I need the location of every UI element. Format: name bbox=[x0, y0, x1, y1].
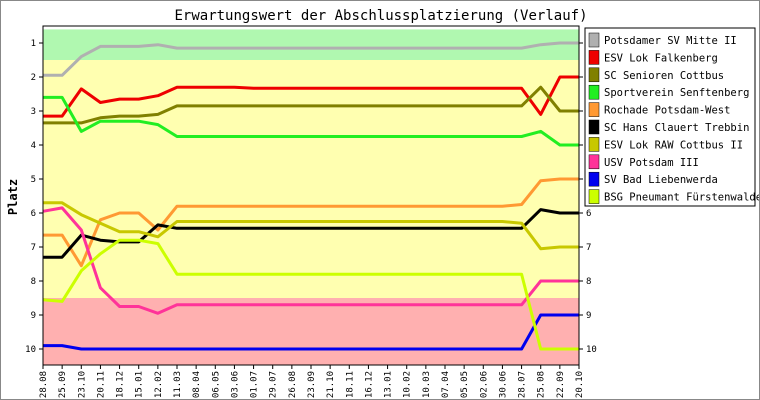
y-tick-label: 1 bbox=[31, 39, 36, 49]
zone-band bbox=[43, 29, 579, 60]
x-tick-label: 06.05 bbox=[211, 371, 221, 398]
legend-entry-label: Sportverein Senftenberg bbox=[604, 87, 749, 99]
legend-entry-label: Rochade Potsdam-West bbox=[604, 105, 730, 117]
legend-swatch bbox=[588, 171, 600, 187]
y-tick-label: 9 bbox=[31, 311, 36, 321]
background-zones bbox=[43, 29, 579, 365]
y-tick-label: 4 bbox=[31, 141, 36, 151]
legend-entry-label: SC Senioren Cottbus bbox=[604, 70, 724, 82]
series-line bbox=[43, 75, 579, 118]
x-tick-label: 18.11 bbox=[345, 371, 355, 398]
y-ticks-left: 1 2 3 4 5 6 7 8 9 10 bbox=[25, 39, 43, 355]
series-line bbox=[43, 201, 579, 251]
x-tick-label: 21.10 bbox=[326, 371, 336, 398]
x-tick-label: 28.07 bbox=[518, 371, 528, 398]
legend-swatch bbox=[588, 32, 600, 48]
x-tick-label: 29.07 bbox=[269, 371, 279, 398]
y-tick-label: 8 bbox=[31, 277, 36, 287]
x-tick-label: 23.09 bbox=[307, 371, 317, 398]
legend-entry-label: USV Potsdam III bbox=[604, 157, 699, 169]
y-tick-label: 3 bbox=[31, 107, 36, 117]
x-tick-label: 10.02 bbox=[403, 371, 413, 398]
x-tick-label: 25.08 bbox=[537, 371, 547, 398]
legend-swatch bbox=[588, 189, 600, 204]
x-tick-label: 20.10 bbox=[575, 371, 585, 398]
x-tick-label: 05.05 bbox=[460, 371, 470, 398]
legend-swatch bbox=[588, 67, 600, 83]
y-tick-label: 5 bbox=[31, 175, 36, 185]
x-tick-label: 10.03 bbox=[422, 371, 432, 398]
y-tick-label: 7 bbox=[586, 243, 591, 253]
x-tick-label: 25.09 bbox=[58, 371, 68, 398]
plot-border bbox=[42, 25, 580, 366]
y-tick-label: 8 bbox=[586, 277, 591, 287]
legend: Potsdamer SV Mitte II ESV Lok Falkenberg S… bbox=[584, 27, 759, 207]
series-line bbox=[43, 41, 579, 77]
y-tick-label: 9 bbox=[586, 311, 591, 321]
x-tick-label: 12.02 bbox=[154, 371, 164, 398]
legend-swatch bbox=[588, 84, 600, 100]
legend-swatch bbox=[588, 119, 600, 135]
x-tick-label: 30.06 bbox=[498, 371, 508, 398]
x-tick-label: 03.06 bbox=[230, 371, 240, 398]
x-tick-label: 08.04 bbox=[192, 371, 202, 398]
series-line bbox=[42, 238, 579, 351]
y-axis-label: Platz bbox=[6, 179, 20, 215]
series-line bbox=[43, 208, 579, 259]
series-line bbox=[42, 206, 579, 315]
zone-band bbox=[43, 298, 579, 365]
legend-swatch bbox=[588, 137, 600, 152]
y-tick-label: 2 bbox=[31, 73, 36, 83]
legend-swatch bbox=[588, 102, 600, 117]
y-tick-label: 7 bbox=[31, 243, 36, 253]
series-line bbox=[43, 177, 579, 268]
y-tick-label: 10 bbox=[586, 345, 597, 355]
x-ticks: 28.08 25.09 23.10 20.11 18.12 15.01 12.02 11.03… bbox=[39, 365, 585, 398]
legend-entry-label: BSG Pneumant Fürstenwalde bbox=[604, 192, 759, 204]
x-tick-label: 11.03 bbox=[173, 371, 183, 398]
legend-swatch bbox=[588, 50, 600, 65]
legend-entry-label: Potsdamer SV Mitte II bbox=[604, 35, 737, 47]
legend-entry-label: SV Bad Liebenwerda bbox=[604, 174, 718, 186]
chart-title: Erwartungswert der Abschlussplatzierung … bbox=[174, 8, 587, 24]
x-tick-label: 01.07 bbox=[250, 371, 260, 398]
x-tick-label: 13.01 bbox=[384, 371, 394, 398]
x-tick-label: 28.08 bbox=[39, 371, 49, 398]
y-tick-label: 6 bbox=[31, 209, 36, 219]
legend-entry-label: ESV Lok RAW Cottbus II bbox=[604, 139, 743, 151]
series-lines bbox=[42, 41, 579, 351]
x-tick-label: 26.08 bbox=[288, 371, 298, 398]
series-line bbox=[43, 313, 579, 351]
x-tick-label: 22.09 bbox=[556, 371, 566, 398]
x-tick-label: 16.12 bbox=[364, 371, 374, 398]
zone-band bbox=[43, 60, 579, 298]
x-tick-label: 20.11 bbox=[96, 371, 106, 398]
legend-swatch bbox=[588, 154, 600, 170]
legend-entry-label: SC Hans Clauert Trebbin bbox=[604, 122, 749, 134]
y-tick-label: 10 bbox=[25, 345, 36, 355]
y-tick-label: 6 bbox=[586, 209, 591, 219]
x-tick-label: 15.01 bbox=[135, 371, 145, 398]
x-tick-label: 23.10 bbox=[77, 371, 87, 398]
series-line bbox=[43, 85, 579, 125]
x-tick-label: 07.04 bbox=[441, 371, 451, 398]
legend-entry-label: ESV Lok Falkenberg bbox=[604, 52, 718, 64]
legend-box bbox=[584, 27, 756, 207]
series-line bbox=[43, 95, 579, 147]
x-tick-label: 02.06 bbox=[479, 371, 489, 398]
x-tick-label: 18.12 bbox=[116, 371, 126, 398]
